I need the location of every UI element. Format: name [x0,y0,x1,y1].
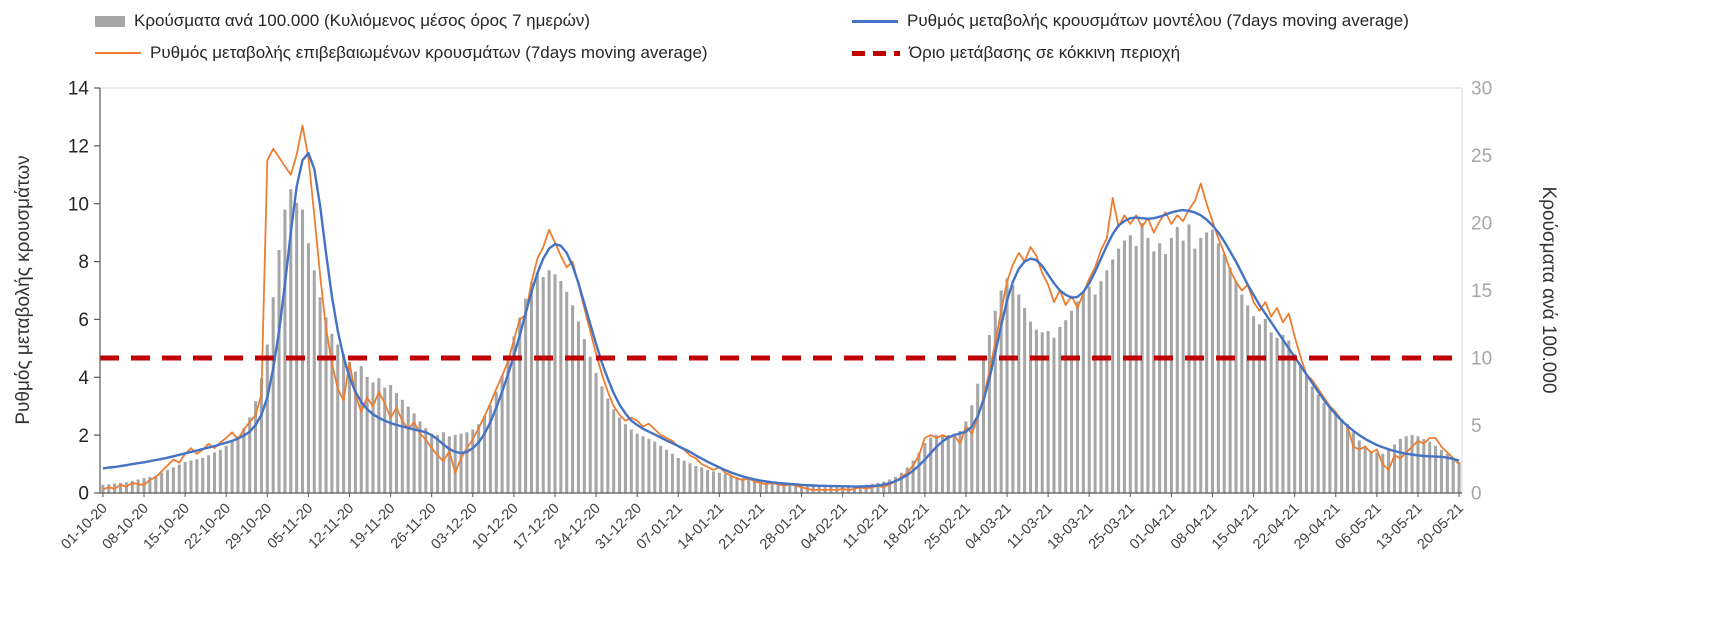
left-axis-tick-label: 6 [78,310,89,331]
legend-label-cases-bars: Κρούσματα ανά 100.000 (Κυλιόμενος μέσος … [134,11,591,30]
bar-swatch-icon [95,15,125,27]
legend-label-model-line: Ρυθμός μεταβολής κρουσμάτων μοντέλου (7d… [907,11,1409,30]
left-axis-tick-label: 14 [68,79,90,100]
confirmed-line [102,124,1460,492]
bars-series [101,189,1461,494]
x-axis-tick-label: 29-10-20 [223,501,275,553]
right-axis-tick-label: 5 [1471,416,1482,437]
model-line [102,151,1460,488]
legend-item-model-line: Ρυθμός μεταβολής κρουσμάτων μοντέλου (7d… [852,11,1409,31]
left-axis-tick-label: 10 [68,194,89,215]
legend-label-red-threshold: Όριο μετάβασης σε κόκκινη περιοχή [909,43,1181,62]
left-axis-tick-label: 12 [68,137,89,158]
right-axis-tick-label: 15 [1471,281,1492,302]
red-dashed-swatch-icon [852,50,900,56]
orange-line-swatch-icon [95,52,141,54]
left-axis-tick-label: 0 [78,484,89,505]
x-axis-tick-label: 20-05-21 [1415,501,1467,553]
right-axis-tick-label: 10 [1471,349,1492,370]
right-axis-tick-label: 0 [1471,484,1482,505]
left-axis-tick-label: 2 [78,426,89,447]
right-axis-tick-label: 25 [1471,146,1492,167]
right-axis-tick-label: 30 [1471,79,1492,100]
legend-item-cases-bars: Κρούσματα ανά 100.000 (Κυλιόμενος μέσος … [95,11,590,31]
x-axis-tick-label: 04-02-21 [798,501,850,553]
legend-item-red-threshold: Όριο μετάβασης σε κόκκινη περιοχή [852,43,1180,63]
blue-line-swatch-icon [852,19,898,23]
left-axis-title: Ρυθμός μεταβολής κρουσμάτων [13,155,34,425]
legend-label-confirmed-line: Ρυθμός μεταβολής επιβεβαιωμένων κρουσμάτ… [150,43,708,62]
right-axis-tick-label: 20 [1471,214,1492,235]
left-axis-tick-label: 8 [78,252,89,273]
x-axis-tick-label: 04-03-21 [962,501,1014,553]
legend-item-confirmed-line: Ρυθμός μεταβολής επιβεβαιωμένων κρουσμάτ… [95,43,708,63]
left-axis-tick-label: 4 [78,368,89,389]
right-axis-title: Κρούσματα ανά 100.000 [1538,186,1559,394]
